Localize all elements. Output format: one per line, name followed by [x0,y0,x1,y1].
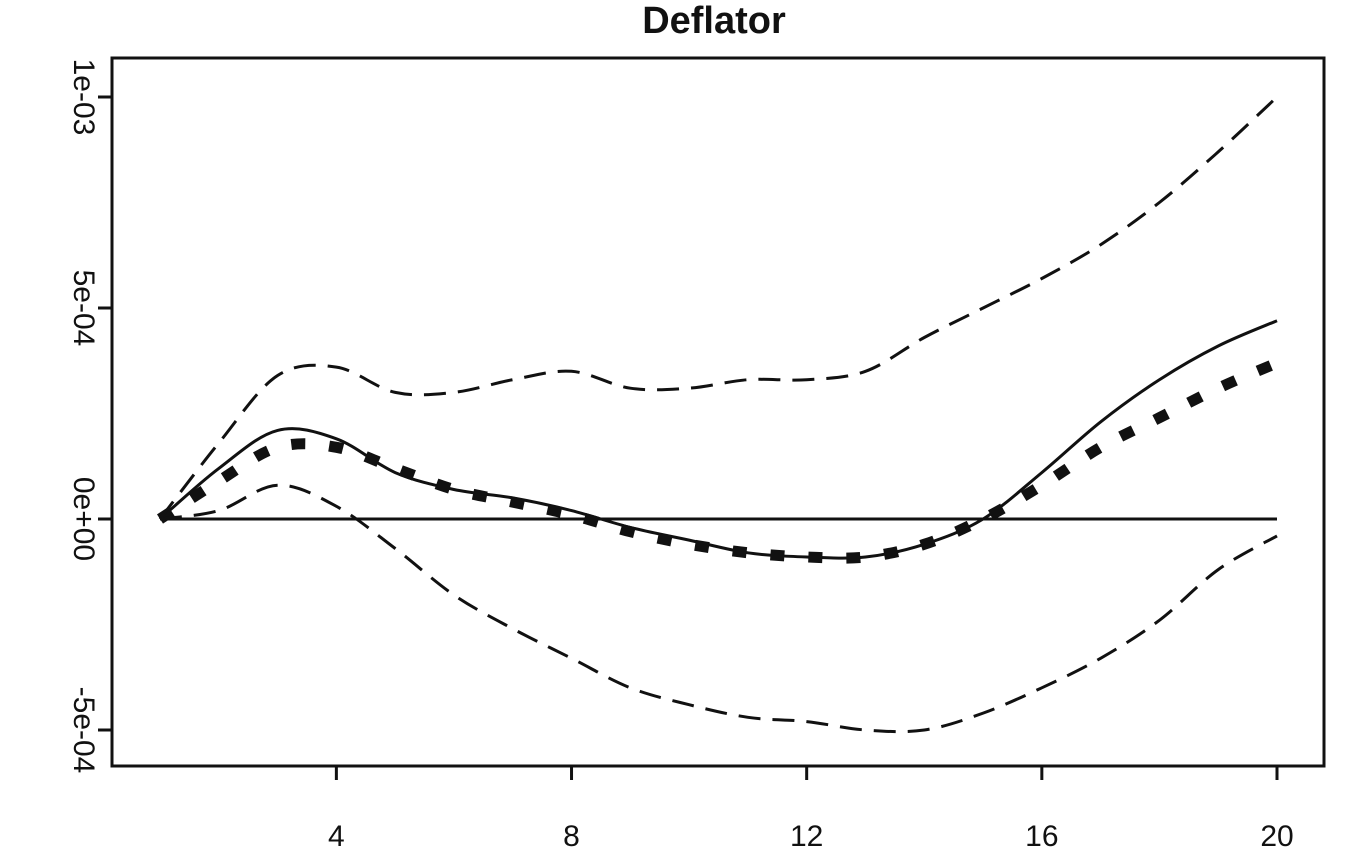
x-tick-label-4: 20 [1260,820,1293,853]
x-tick-label-0: 4 [328,820,345,853]
x-tick-label-1: 8 [563,820,580,853]
series-line-3-dashed [159,483,1278,734]
y-tick-label-0: -5e-04 [67,687,100,774]
series-line-0-solid [159,319,1278,560]
y-tick-label-3: 1e-03 [67,59,100,136]
y-tick-label-2: 5e-04 [67,270,100,347]
series-line-1-thick-dotted [157,357,1280,564]
y-tick-label-1: 0e+00 [67,477,100,561]
x-tick-label-2: 12 [790,820,823,853]
chart-title: Deflator [642,0,786,42]
x-tick-label-3: 16 [1025,820,1058,853]
series-line-2-dashed [158,95,1279,520]
plot-frame [110,56,1326,768]
